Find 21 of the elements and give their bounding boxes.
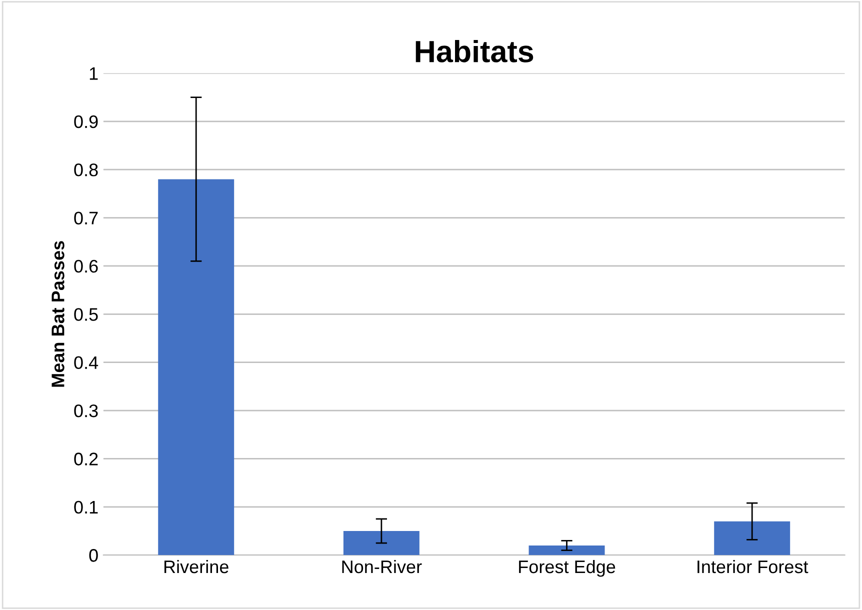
x-tick-label: Interior Forest bbox=[698, 560, 808, 574]
x-tick-label: Riverine bbox=[164, 560, 228, 574]
y-tick-label: 0.7 bbox=[74, 212, 98, 224]
bar bbox=[343, 531, 420, 556]
bar bbox=[158, 179, 234, 556]
y-axis-title: Mean Bat Passes bbox=[52, 241, 64, 387]
y-tick-label: 0.4 bbox=[74, 356, 98, 370]
chart-title: Habitats bbox=[416, 40, 534, 62]
y-tick-label: 0.1 bbox=[74, 500, 98, 514]
x-tick-label: Forest Edge bbox=[519, 560, 616, 577]
y-tick-label: 1 bbox=[90, 67, 98, 80]
bar bbox=[528, 545, 605, 556]
y-tick-label: 0.5 bbox=[74, 308, 98, 321]
y-tick-label: 0.8 bbox=[74, 164, 98, 176]
y-tick-label: 0.2 bbox=[74, 452, 98, 466]
bar bbox=[714, 521, 790, 556]
y-tick-label: 0.3 bbox=[74, 404, 98, 418]
y-tick-label: 0.9 bbox=[74, 115, 98, 128]
x-tick-label: Non-River bbox=[342, 560, 422, 574]
y-tick-label: 0 bbox=[89, 549, 98, 562]
y-tick-label: 0.6 bbox=[74, 260, 98, 273]
